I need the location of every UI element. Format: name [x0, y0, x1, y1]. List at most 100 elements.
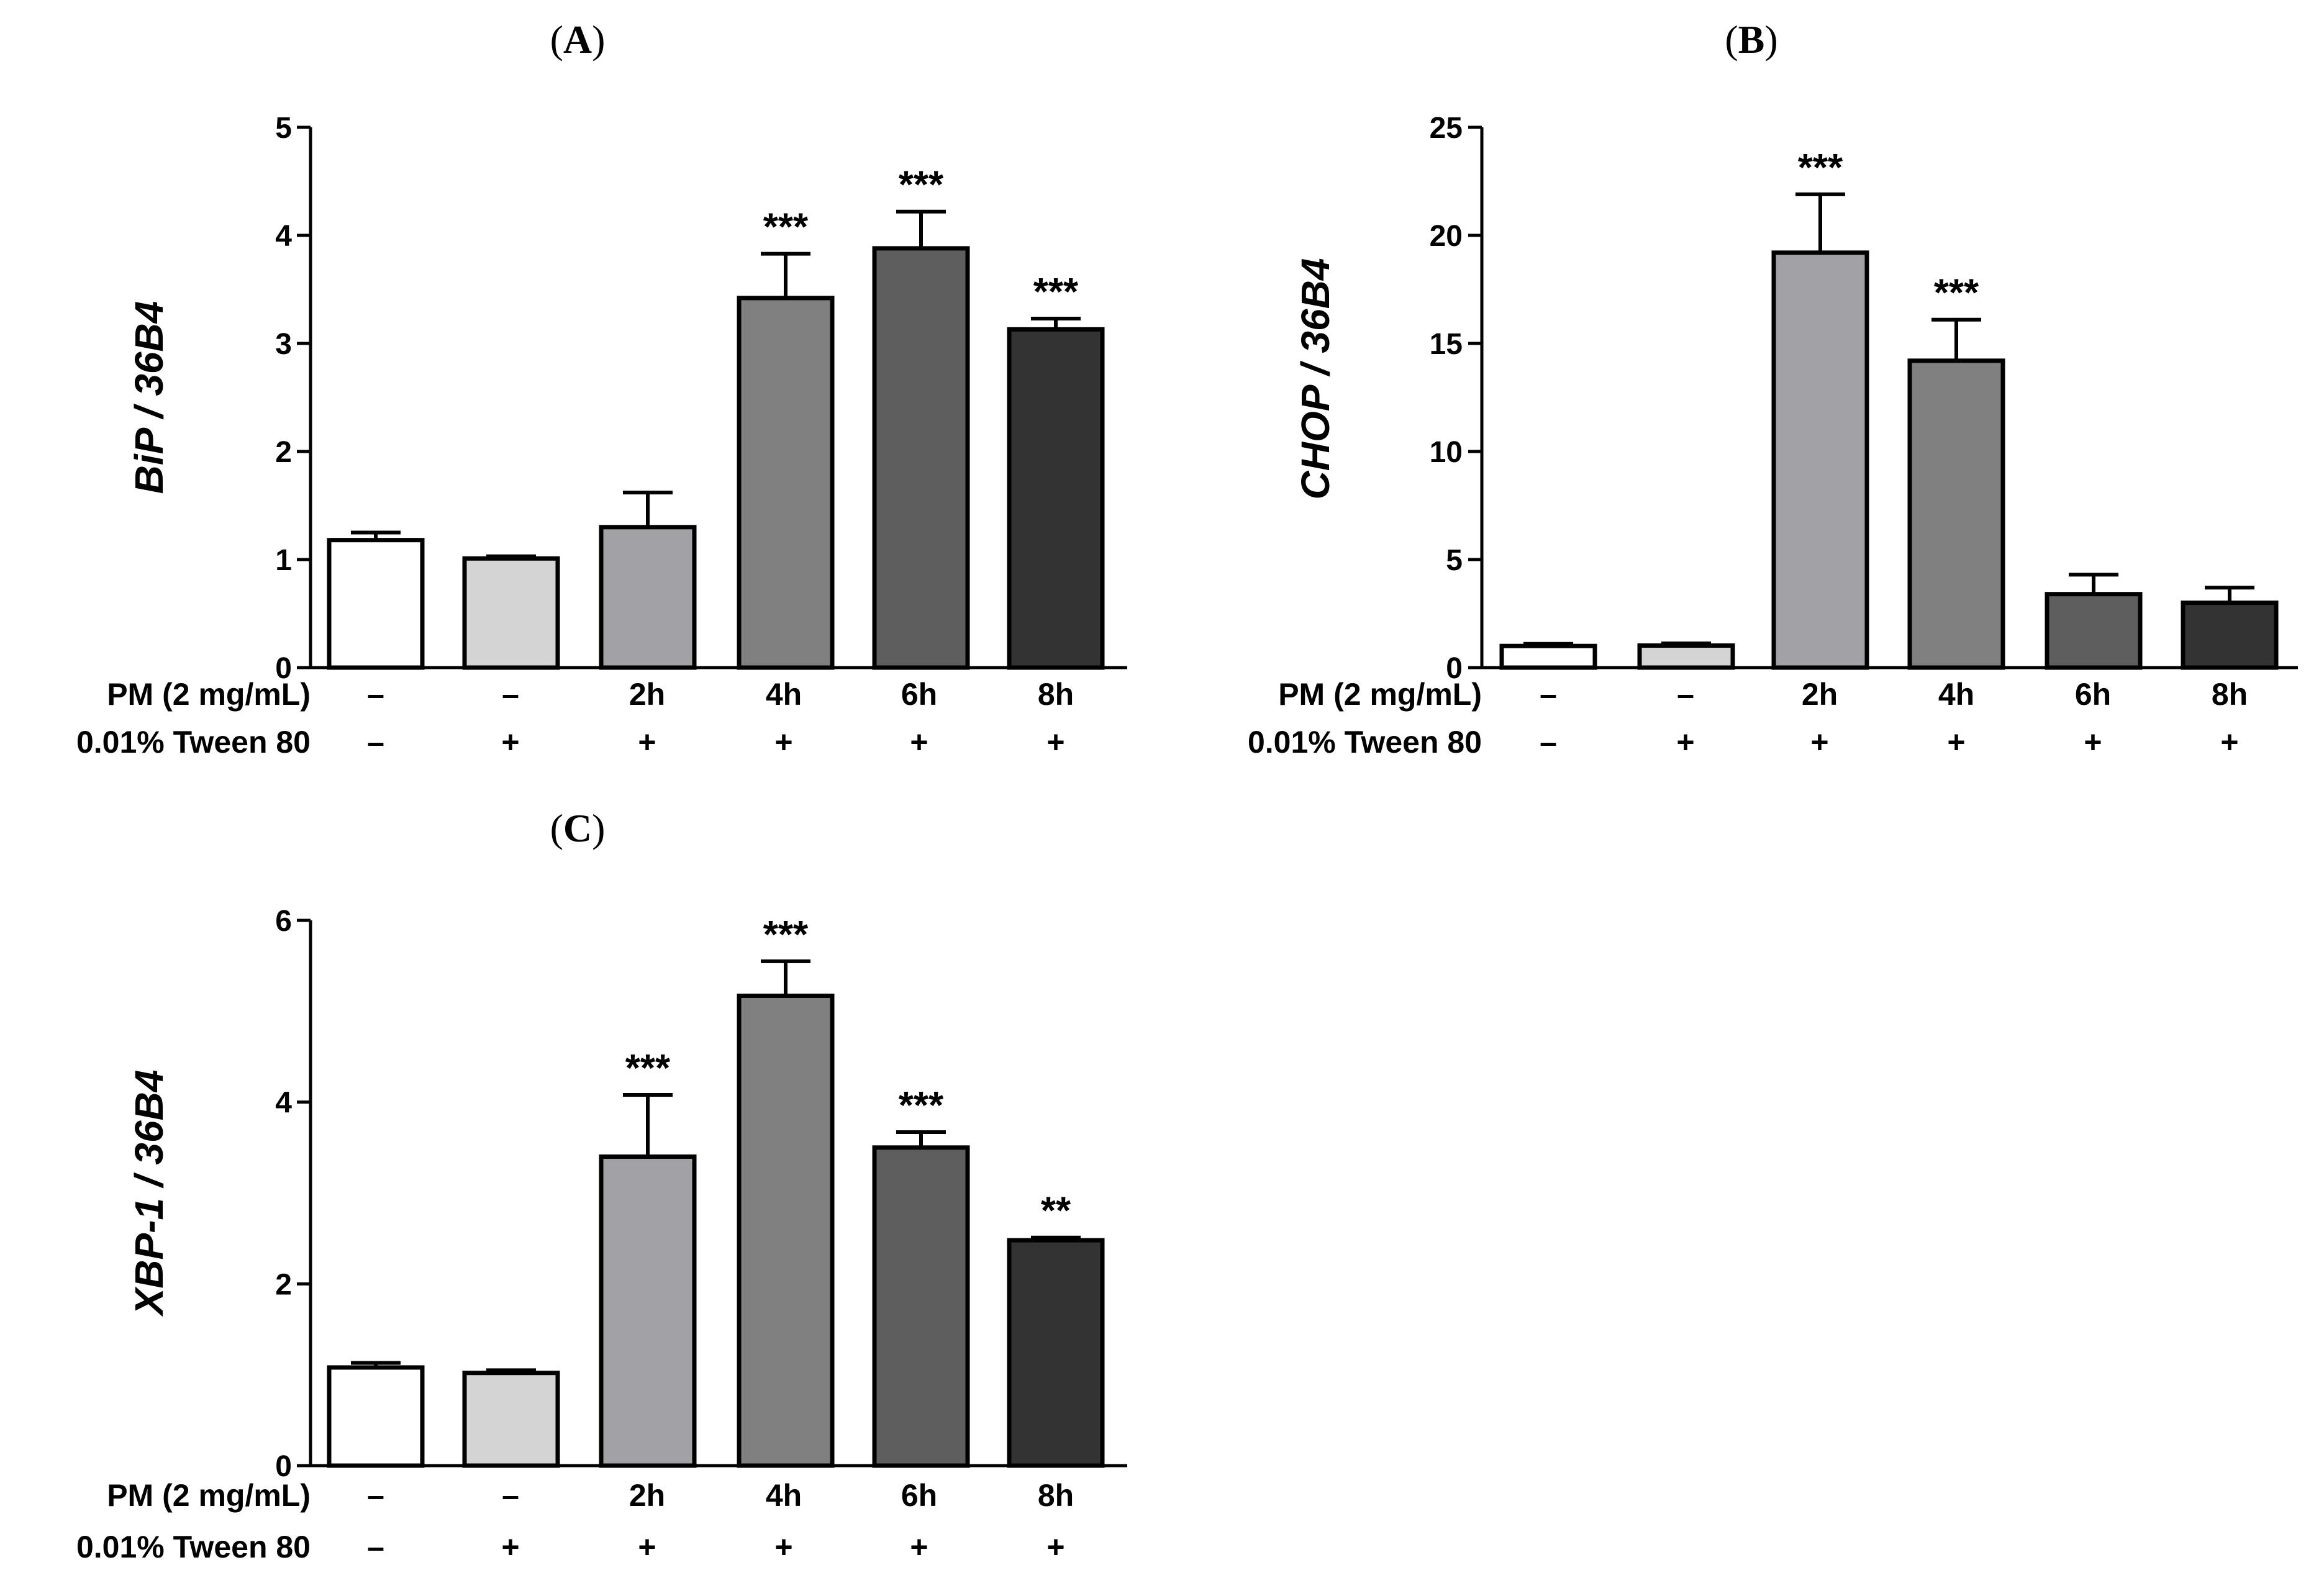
y-tick-label: 25 [1430, 112, 1463, 145]
panel-label: (A) [550, 17, 606, 61]
condition-value: 8h [1038, 1478, 1074, 1513]
condition-value: 8h [1038, 677, 1074, 712]
panel-label-close-paren: ) [592, 806, 605, 850]
condition-value: 2h [629, 677, 665, 712]
y-axis-label: CHOP / 36B4 [1293, 258, 1338, 500]
y-axis-label: XBP-1 / 36B4 [127, 1070, 171, 1317]
bar [737, 993, 835, 1468]
panel-label: (C) [550, 806, 606, 850]
bar [1771, 250, 1869, 670]
condition-value: + [1046, 1530, 1064, 1564]
condition-value: 8h [2212, 677, 2248, 712]
chart-panel-b: (B) 0 5 10 15 20 25 CHOP / 36B4 *** *** PM (2 mg/m… [1248, 17, 2298, 760]
condition-row-label: 0.01% Tween 80 [1248, 725, 1482, 760]
bar [327, 538, 425, 670]
condition-value: 2h [629, 1478, 665, 1513]
bar [599, 1154, 697, 1468]
bar [872, 1145, 970, 1468]
bar [462, 556, 560, 670]
condition-value: + [638, 1530, 656, 1564]
panel-label-letter: A [563, 17, 592, 61]
y-tick-label: 0 [275, 1450, 292, 1483]
condition-value: – [502, 677, 519, 712]
bar [2045, 592, 2143, 670]
condition-value: + [501, 1530, 519, 1564]
condition-value: 4h [766, 1478, 802, 1513]
bar [1637, 643, 1735, 670]
bar [1907, 358, 2005, 670]
condition-value: + [2220, 725, 2238, 760]
condition-value: – [367, 1478, 384, 1513]
condition-value: + [1947, 725, 1965, 760]
y-tick-label: 2 [275, 1268, 292, 1301]
condition-value: – [367, 677, 384, 712]
y-tick-label: 6 [275, 905, 292, 938]
y-tick-label: 15 [1430, 328, 1463, 361]
y-tick-label: 5 [1446, 544, 1463, 577]
condition-value: – [367, 1530, 384, 1564]
condition-value: + [774, 725, 792, 760]
y-tick-label: 3 [275, 328, 292, 361]
bar [1499, 643, 1597, 670]
significance-marker: *** [763, 914, 809, 956]
chart-panel-a: (A) 0 1 2 3 4 5 BiP / 36B4 *** *** *** PM (2 mg/mL)… [76, 17, 1127, 760]
condition-value: 6h [2075, 677, 2111, 712]
y-tick-label: 0 [1446, 652, 1463, 685]
significance-marker: ** [1041, 1190, 1071, 1233]
panel-label: (B) [1725, 17, 1777, 61]
significance-marker: *** [899, 164, 944, 207]
panel-label-letter: C [563, 806, 592, 850]
condition-value: + [1810, 725, 1828, 760]
significance-marker: *** [899, 1084, 944, 1127]
y-tick-label: 5 [275, 112, 292, 145]
y-tick-label: 2 [275, 436, 292, 469]
bar [737, 296, 835, 670]
condition-value: + [638, 725, 656, 760]
condition-value: – [1677, 677, 1694, 712]
panel-label-open-paren: ( [1725, 17, 1738, 61]
condition-row-label: 0.01% Tween 80 [76, 1530, 311, 1564]
y-tick-label: 1 [275, 544, 292, 577]
condition-value: 4h [1938, 677, 1974, 712]
condition-row-label: PM (2 mg/mL) [1278, 677, 1482, 712]
y-tick-label: 4 [275, 220, 292, 253]
significance-marker: *** [1033, 271, 1079, 314]
condition-row-label: PM (2 mg/mL) [107, 1478, 311, 1513]
y-tick-label: 4 [275, 1087, 292, 1120]
panel-label-close-paren: ) [1764, 17, 1777, 61]
y-tick-label: 10 [1430, 436, 1463, 469]
condition-value: 6h [901, 1478, 937, 1513]
significance-marker: *** [625, 1047, 671, 1090]
panel-label-letter: B [1738, 17, 1765, 61]
bar [327, 1365, 425, 1468]
condition-row-label: PM (2 mg/mL) [107, 677, 311, 712]
condition-value: + [910, 725, 928, 760]
significance-marker: *** [1798, 147, 1843, 189]
condition-row-label: 0.01% Tween 80 [76, 725, 311, 760]
condition-value: + [1676, 725, 1694, 760]
panel-label-open-paren: ( [550, 17, 563, 61]
condition-value: – [1540, 725, 1557, 760]
condition-value: + [774, 1530, 792, 1564]
condition-value: – [1540, 677, 1557, 712]
panel-label-open-paren: ( [550, 806, 563, 850]
condition-value: – [502, 1478, 519, 1513]
condition-value: 6h [901, 677, 937, 712]
bar [1007, 1238, 1105, 1468]
condition-value: + [501, 725, 519, 760]
bar [872, 246, 970, 670]
condition-value: – [367, 725, 384, 760]
condition-value: + [910, 1530, 928, 1564]
condition-value: + [1046, 725, 1064, 760]
bar [2181, 601, 2279, 670]
condition-value: 4h [766, 677, 802, 712]
significance-marker: *** [763, 206, 809, 249]
y-tick-label: 20 [1430, 220, 1463, 253]
bar [1007, 327, 1105, 670]
condition-value: 2h [1802, 677, 1838, 712]
y-axis-label: BiP / 36B4 [127, 301, 171, 494]
significance-marker: *** [1934, 272, 1979, 315]
bar [599, 525, 697, 670]
